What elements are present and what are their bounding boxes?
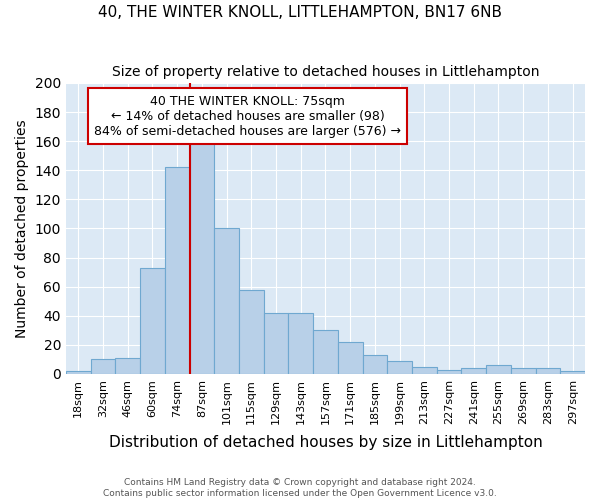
X-axis label: Distribution of detached houses by size in Littlehampton: Distribution of detached houses by size …: [109, 435, 542, 450]
Bar: [313, 330, 338, 374]
Bar: [387, 361, 412, 374]
Bar: [362, 355, 387, 374]
Bar: [140, 268, 165, 374]
Bar: [91, 360, 115, 374]
Bar: [66, 371, 91, 374]
Bar: [239, 290, 263, 374]
Text: Contains HM Land Registry data © Crown copyright and database right 2024.
Contai: Contains HM Land Registry data © Crown c…: [103, 478, 497, 498]
Bar: [486, 365, 511, 374]
Text: 40 THE WINTER KNOLL: 75sqm
← 14% of detached houses are smaller (98)
84% of semi: 40 THE WINTER KNOLL: 75sqm ← 14% of deta…: [94, 94, 401, 138]
Bar: [560, 371, 585, 374]
Bar: [289, 313, 313, 374]
Bar: [338, 342, 362, 374]
Text: 40, THE WINTER KNOLL, LITTLEHAMPTON, BN17 6NB: 40, THE WINTER KNOLL, LITTLEHAMPTON, BN1…: [98, 5, 502, 20]
Bar: [412, 366, 437, 374]
Bar: [511, 368, 536, 374]
Bar: [115, 358, 140, 374]
Bar: [461, 368, 486, 374]
Y-axis label: Number of detached properties: Number of detached properties: [15, 119, 29, 338]
Title: Size of property relative to detached houses in Littlehampton: Size of property relative to detached ho…: [112, 65, 539, 79]
Bar: [190, 130, 214, 374]
Bar: [214, 228, 239, 374]
Bar: [165, 168, 190, 374]
Bar: [263, 313, 289, 374]
Bar: [437, 370, 461, 374]
Bar: [536, 368, 560, 374]
